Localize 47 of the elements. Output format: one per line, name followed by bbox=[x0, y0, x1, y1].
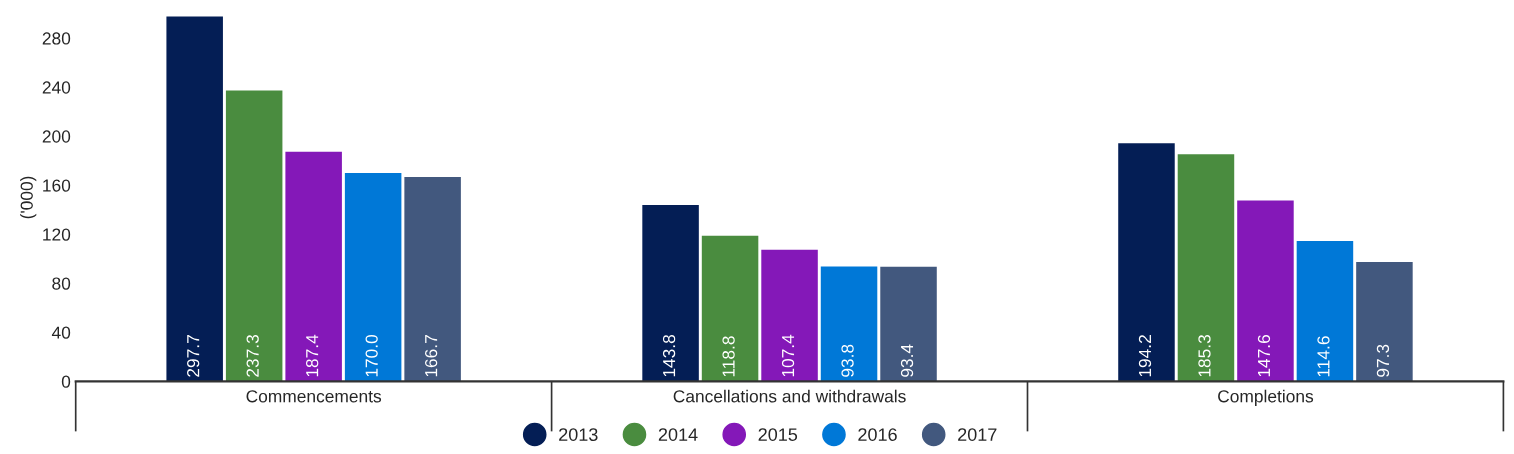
bar bbox=[285, 151, 342, 382]
text: 237.3 bbox=[246, 335, 259, 377]
text: 147.6 bbox=[1257, 335, 1271, 377]
text: 185.3 bbox=[1198, 335, 1211, 377]
legend-label: 2014 bbox=[658, 428, 698, 441]
bar bbox=[344, 172, 402, 382]
text: 97.3 bbox=[1376, 344, 1390, 377]
y-tick-label: 120 bbox=[43, 228, 71, 241]
y-tick-label: 160 bbox=[43, 179, 71, 192]
text: 107.4 bbox=[781, 334, 795, 377]
bar bbox=[404, 177, 461, 382]
x-tick-label: Completions bbox=[1218, 389, 1314, 406]
bar bbox=[1177, 154, 1235, 382]
legend-label: 2017 bbox=[958, 428, 997, 441]
x-tick-label: Commencements bbox=[246, 390, 382, 403]
y-tick-label: 280 bbox=[42, 32, 71, 45]
text: 143.8 bbox=[662, 334, 676, 377]
bar bbox=[880, 266, 937, 382]
bar bbox=[166, 16, 223, 382]
text: 297.7 bbox=[187, 335, 200, 377]
bar bbox=[642, 205, 699, 382]
y-tick-label: 80 bbox=[52, 277, 71, 290]
x-tick-label: Cancellations and withdrawals bbox=[673, 389, 906, 403]
bar bbox=[225, 90, 283, 382]
bar bbox=[761, 249, 818, 382]
legend-label: 2016 bbox=[858, 428, 897, 441]
text: 166.7 bbox=[424, 335, 438, 377]
y-axis-title: ('000) bbox=[20, 176, 37, 219]
text: 187.4 bbox=[306, 334, 319, 377]
text: 118.8 bbox=[722, 336, 735, 377]
text: 93.4 bbox=[900, 344, 914, 377]
bar bbox=[1296, 240, 1354, 382]
legend-label: 2015 bbox=[758, 428, 798, 441]
y-tick-label: 0 bbox=[61, 375, 71, 388]
y-tick-label: 200 bbox=[42, 130, 71, 143]
text: 170.0 bbox=[365, 334, 378, 377]
y-tick-label: 240 bbox=[42, 81, 71, 94]
bar bbox=[701, 235, 759, 382]
bar bbox=[820, 266, 878, 382]
bar bbox=[1237, 200, 1294, 382]
bar bbox=[1118, 143, 1175, 382]
text: 114.6 bbox=[1317, 336, 1330, 377]
bar bbox=[1356, 262, 1413, 382]
y-tick-label: 40 bbox=[51, 326, 71, 339]
legend-label: 2013 bbox=[559, 428, 598, 441]
text: 93.8 bbox=[841, 344, 854, 377]
text: 194.2 bbox=[1138, 335, 1152, 377]
